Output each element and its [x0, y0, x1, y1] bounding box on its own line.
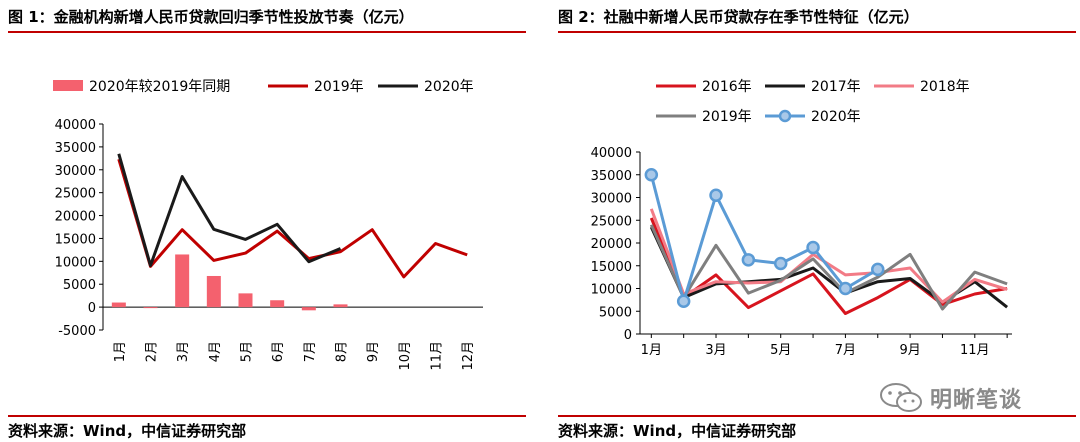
right-legend-label: 2020年 [811, 109, 861, 125]
left-x-tick-label: 10月 [398, 341, 413, 371]
right-x-tick-label: 11月 [960, 343, 990, 358]
left-x-tick-label: 9月 [366, 341, 381, 362]
left-x-tick-label: 12月 [461, 341, 476, 371]
watermark-text: 明晰笔谈 [930, 388, 1023, 413]
left-x-tick-label: 5月 [240, 341, 255, 362]
left-y-tick-label: 40000 [55, 118, 96, 133]
left-bar [143, 307, 158, 309]
right-y-tick-label: 40000 [591, 146, 632, 161]
left-bar [301, 307, 316, 311]
left-line-2019年 [117, 158, 468, 279]
left-bar [206, 275, 221, 308]
wechat-icon [880, 383, 922, 412]
right-x-tick-label: 9月 [899, 343, 920, 358]
right-source-rule [558, 415, 1076, 417]
right-x-tick-label: 3月 [705, 343, 726, 358]
left-x-tick-label: 6月 [271, 341, 286, 362]
right-marker [741, 253, 756, 267]
right-y-tick-label: 10000 [591, 283, 632, 298]
right-line-2019年 [649, 224, 1008, 311]
right-line-2018年 [649, 208, 1008, 304]
right-title-rule [558, 31, 1076, 33]
left-y-tick-label: 10000 [55, 255, 96, 270]
right-x-tick-label: 7月 [835, 343, 856, 358]
right-marker [709, 188, 723, 202]
right-legend-marker [778, 109, 792, 123]
left-bar [238, 293, 253, 308]
left-chart-title: 图 1：金融机构新增人民币贷款回归季节性投放节奏（亿元） [8, 8, 414, 26]
right-legend-label: 2018年 [920, 79, 970, 95]
right-marker [871, 262, 885, 277]
right-marker [644, 168, 659, 182]
left-legend-label: 2019年 [314, 79, 364, 95]
right-y-tick-label: 5000 [599, 305, 632, 320]
left-x-tick-label: 2月 [145, 341, 160, 362]
left-y-tick-label: 35000 [55, 141, 96, 156]
right-line-2020年 [649, 174, 879, 303]
left-title-rule [8, 31, 526, 33]
left-y-tick-label: 5000 [63, 278, 96, 293]
right-marker [838, 281, 853, 296]
left-legend-label: 2020年较2019年同期 [89, 79, 230, 95]
left-y-tick-label: 30000 [55, 164, 96, 179]
left-x-tick-label: 11月 [430, 341, 445, 371]
right-y-tick-label: 20000 [591, 237, 632, 252]
left-y-tick-label: 15000 [55, 232, 96, 247]
left-x-tick-label: 1月 [113, 341, 128, 362]
left-source-note: 资料来源：Wind，中信证券研究部 [8, 422, 247, 440]
right-marker [676, 294, 691, 308]
right-legend-label: 2019年 [702, 109, 752, 125]
right-y-tick-label: 25000 [591, 214, 632, 229]
right-y-tick-label: 30000 [591, 192, 632, 207]
left-bar [333, 304, 348, 308]
left-bar [175, 254, 190, 308]
left-bar [111, 302, 126, 308]
right-chart-title: 图 2：社融中新增人民币贷款存在季节性特征（亿元） [558, 8, 919, 26]
right-source-note: 资料来源：Wind，中信证券研究部 [558, 422, 797, 440]
left-y-tick-label: 20000 [55, 210, 96, 225]
right-marker [773, 256, 788, 271]
right-marker [806, 240, 820, 255]
right-y-tick-label: 0 [624, 328, 632, 343]
left-source-rule [8, 415, 526, 417]
right-y-tick-label: 15000 [591, 260, 632, 275]
left-x-tick-label: 7月 [303, 341, 318, 362]
left-x-tick-label: 4月 [208, 341, 223, 362]
left-y-tick-label: 25000 [55, 187, 96, 202]
left-y-tick-label: 0 [88, 301, 96, 316]
right-legend-label: 2017年 [811, 79, 861, 95]
right-x-tick-label: 1月 [641, 343, 662, 358]
left-y-tick-label: -5000 [58, 324, 96, 339]
right-x-tick-label: 5月 [770, 343, 791, 358]
left-legend-swatch [53, 80, 83, 91]
left-bar [270, 300, 285, 308]
right-y-tick-label: 35000 [591, 169, 632, 184]
left-line-2020年 [117, 153, 342, 267]
right-legend-label: 2016年 [702, 79, 752, 95]
left-x-tick-label: 3月 [176, 341, 191, 362]
left-legend-label: 2020年 [424, 79, 474, 95]
left-x-tick-label: 8月 [335, 341, 350, 362]
watermark: 明晰笔谈 [878, 380, 1068, 414]
